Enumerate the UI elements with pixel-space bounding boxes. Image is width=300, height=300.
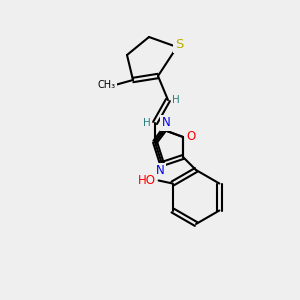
Text: N: N: [156, 164, 164, 178]
Text: H: H: [143, 118, 151, 128]
Text: HO: HO: [138, 174, 156, 187]
Text: S: S: [175, 38, 183, 52]
Text: O: O: [186, 130, 196, 143]
Text: H: H: [172, 95, 180, 105]
Text: N: N: [162, 116, 170, 130]
Text: CH₃: CH₃: [98, 80, 116, 90]
